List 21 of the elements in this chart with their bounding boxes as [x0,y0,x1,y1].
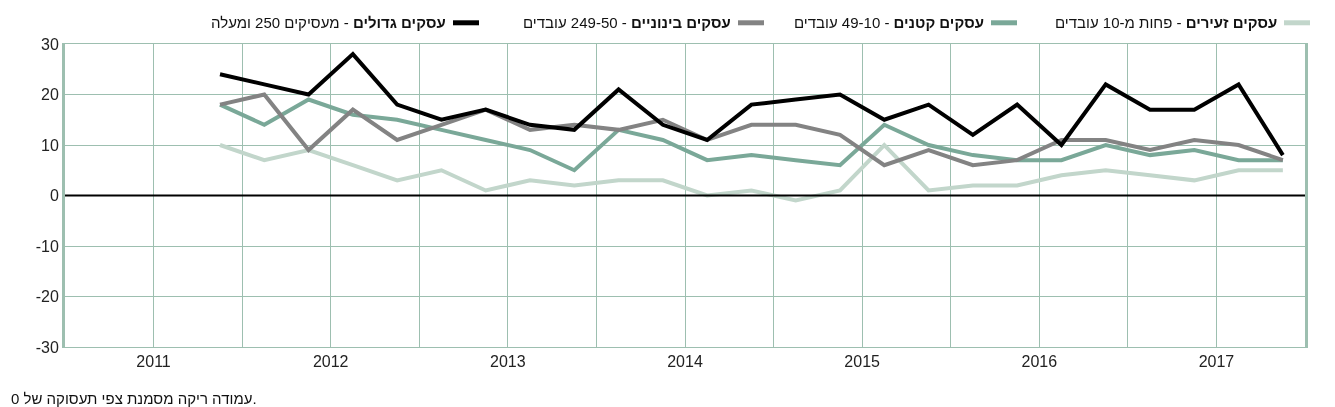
x-tick-label: 2017 [1198,353,1235,371]
legend-label: עסקים זעירים - פחות מ-10 עובדים [1055,14,1278,31]
y-tick-label: 10 [41,136,59,154]
y-tick-label: -10 [35,237,59,255]
line-series [218,52,1285,158]
legend-label: עסקים קטנים - 49-10 עובדים [794,14,984,31]
x-tick-label: 2014 [667,353,703,371]
y-tick-label: -30 [35,338,59,356]
y-tick-label: -20 [35,288,59,306]
x-tick-label: 2012 [312,353,349,371]
y-tick-label: 20 [41,86,59,104]
y-tick-label: 0 [49,187,59,205]
line-series [218,143,1285,203]
x-tick-label: 2016 [1021,353,1058,371]
text: עמודה ריקה מסמנת צפי תעסוקה של 0. [11,390,257,407]
legend-label: עסקים גדולים - מעסיקים 250 ומעלה [211,14,446,31]
x-tick-label: 2013 [490,353,526,371]
x-tick-label: 2015 [844,353,881,371]
y-tick-label: 30 [41,35,59,53]
legend-label: עסקים בינוניים - 249-50 עובדים [523,14,731,31]
x-tick-label: 2011 [136,353,171,371]
